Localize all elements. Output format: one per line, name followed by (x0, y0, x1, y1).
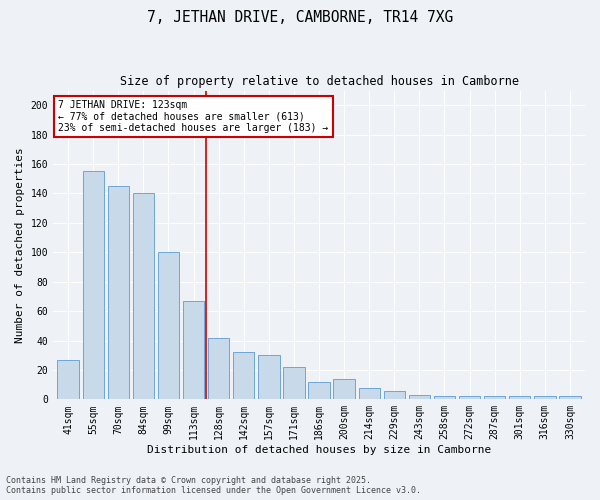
Text: 7, JETHAN DRIVE, CAMBORNE, TR14 7XG: 7, JETHAN DRIVE, CAMBORNE, TR14 7XG (147, 10, 453, 25)
Bar (208, 338, 229, 400)
Bar (258, 355, 280, 400)
Title: Size of property relative to detached houses in Camborne: Size of property relative to detached ho… (119, 75, 518, 88)
Y-axis label: Number of detached properties: Number of detached properties (15, 147, 25, 343)
Bar (459, 396, 480, 400)
Bar (158, 252, 179, 400)
Bar (107, 186, 129, 400)
X-axis label: Distribution of detached houses by size in Camborne: Distribution of detached houses by size … (147, 445, 491, 455)
Bar (83, 172, 104, 400)
Bar (509, 396, 530, 400)
Bar (133, 194, 154, 400)
Bar (359, 388, 380, 400)
Bar (484, 396, 505, 400)
Bar (409, 395, 430, 400)
Bar (308, 382, 329, 400)
Bar (383, 390, 405, 400)
Bar (233, 352, 254, 400)
Text: 7 JETHAN DRIVE: 123sqm
← 77% of detached houses are smaller (613)
23% of semi-de: 7 JETHAN DRIVE: 123sqm ← 77% of detached… (58, 100, 329, 133)
Bar (434, 396, 455, 400)
Text: Contains HM Land Registry data © Crown copyright and database right 2025.
Contai: Contains HM Land Registry data © Crown c… (6, 476, 421, 495)
Bar (58, 360, 79, 400)
Bar (559, 396, 581, 400)
Bar (534, 396, 556, 400)
Bar (334, 378, 355, 400)
Bar (283, 367, 305, 400)
Bar (183, 301, 204, 400)
